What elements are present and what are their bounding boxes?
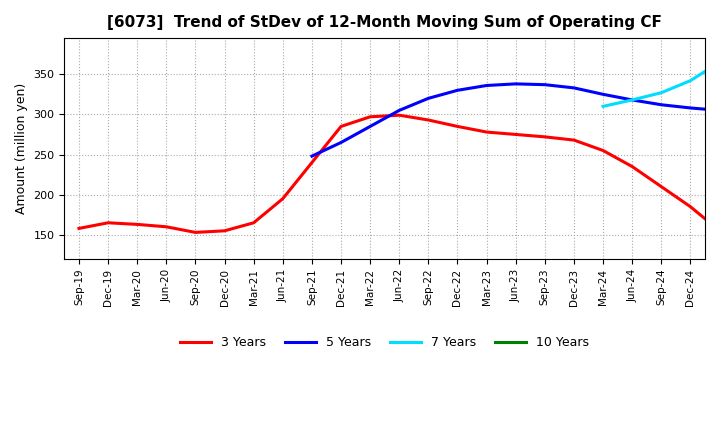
3 Years xyxy=(395,113,404,118)
5 Years xyxy=(599,92,608,97)
5 Years xyxy=(541,82,549,87)
5 Years xyxy=(482,83,491,88)
3 Years xyxy=(337,124,346,129)
Line: 3 Years: 3 Years xyxy=(79,115,720,253)
5 Years xyxy=(337,140,346,145)
7 Years xyxy=(715,59,720,65)
5 Years xyxy=(453,88,462,93)
3 Years xyxy=(366,114,374,119)
3 Years xyxy=(249,220,258,225)
3 Years xyxy=(191,230,199,235)
5 Years xyxy=(424,95,433,101)
3 Years xyxy=(104,220,112,225)
5 Years xyxy=(628,97,636,103)
5 Years xyxy=(715,108,720,113)
3 Years xyxy=(715,228,720,234)
5 Years xyxy=(511,81,520,87)
3 Years xyxy=(453,124,462,129)
Title: [6073]  Trend of StDev of 12-Month Moving Sum of Operating CF: [6073] Trend of StDev of 12-Month Moving… xyxy=(107,15,662,30)
3 Years xyxy=(511,132,520,137)
7 Years xyxy=(628,97,636,103)
3 Years xyxy=(75,226,84,231)
3 Years xyxy=(482,129,491,135)
3 Years xyxy=(570,137,578,143)
Legend: 3 Years, 5 Years, 7 Years, 10 Years: 3 Years, 5 Years, 7 Years, 10 Years xyxy=(175,331,595,354)
3 Years xyxy=(220,228,229,234)
Line: 7 Years: 7 Years xyxy=(603,48,720,106)
7 Years xyxy=(686,78,695,83)
5 Years xyxy=(657,102,666,107)
5 Years xyxy=(686,105,695,110)
3 Years xyxy=(133,222,142,227)
7 Years xyxy=(657,90,666,95)
3 Years xyxy=(628,164,636,169)
5 Years xyxy=(395,108,404,113)
5 Years xyxy=(307,154,316,159)
Line: 5 Years: 5 Years xyxy=(312,84,720,156)
3 Years xyxy=(424,117,433,123)
5 Years xyxy=(366,124,374,129)
3 Years xyxy=(307,160,316,165)
Y-axis label: Amount (million yen): Amount (million yen) xyxy=(15,83,28,214)
3 Years xyxy=(686,204,695,209)
3 Years xyxy=(599,148,608,153)
3 Years xyxy=(657,184,666,189)
3 Years xyxy=(541,134,549,139)
7 Years xyxy=(599,104,608,109)
3 Years xyxy=(162,224,171,229)
3 Years xyxy=(279,196,287,202)
5 Years xyxy=(570,85,578,91)
